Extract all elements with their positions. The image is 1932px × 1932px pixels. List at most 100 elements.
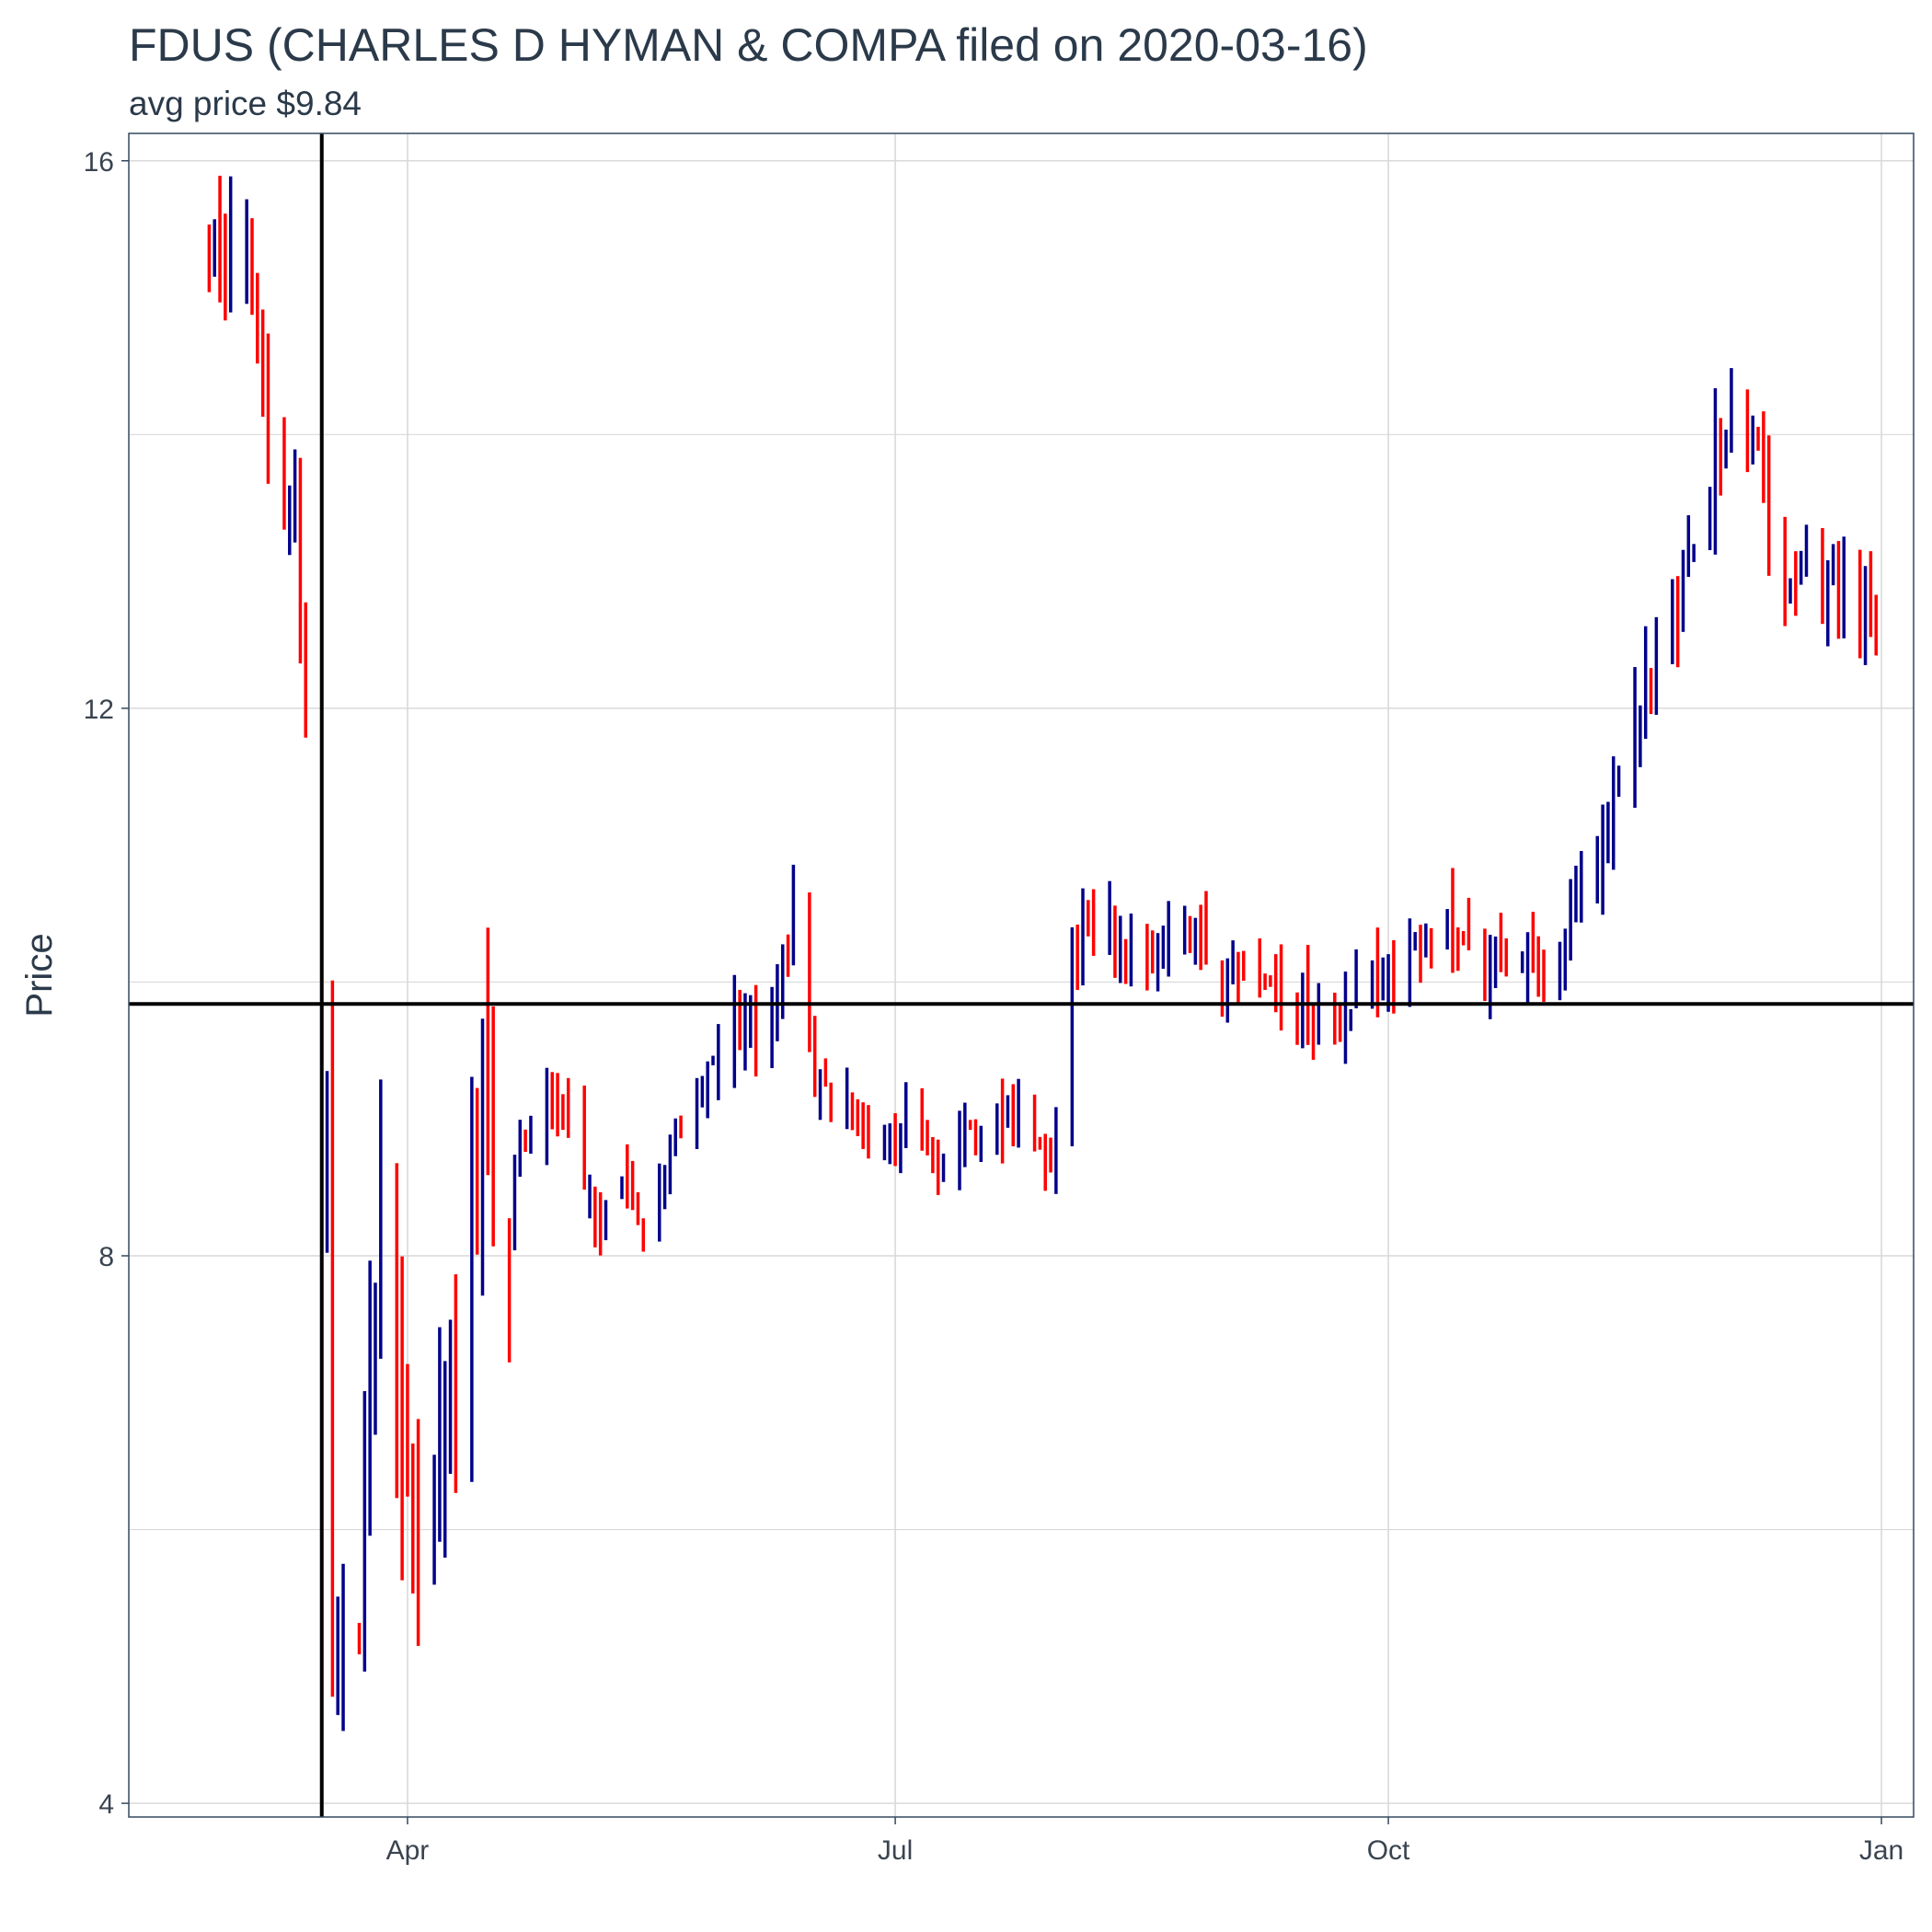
ohlc-bar	[867, 1105, 870, 1159]
ohlc-bar	[1408, 918, 1412, 1007]
ohlc-bar	[588, 1174, 592, 1219]
ohlc-bar	[1719, 418, 1723, 496]
ohlc-bar	[395, 1163, 399, 1499]
ohlc-bar	[903, 1082, 908, 1148]
ohlc-bar	[1333, 992, 1337, 1045]
ohlc-bar	[749, 995, 753, 1048]
y-tick-label: 16	[84, 147, 114, 178]
y-axis-title: Price	[19, 933, 60, 1017]
ohlc-bar	[1108, 880, 1111, 955]
ohlc-bar	[1788, 578, 1792, 604]
ohlc-bar	[454, 1274, 458, 1493]
ohlc-bar	[711, 1055, 715, 1065]
ohlc-bar	[963, 1102, 967, 1167]
ohlc-bar	[1499, 913, 1503, 972]
ohlc-bar	[1000, 1078, 1005, 1164]
ohlc-bar	[432, 1455, 436, 1585]
ohlc-bar	[266, 333, 270, 484]
ohlc-bar	[1504, 937, 1508, 977]
ohlc-bar	[845, 1067, 849, 1130]
ohlc-bar	[1756, 426, 1760, 451]
ohlc-bar	[486, 927, 490, 1176]
ohlc-bar	[448, 1319, 453, 1474]
ohlc-bar	[808, 892, 811, 1052]
ohlc-bar	[1273, 954, 1278, 1013]
ohlc-bar	[1317, 983, 1321, 1045]
ohlc-bar	[753, 984, 758, 1077]
ohlc-bar	[1461, 931, 1466, 946]
ohlc-bar	[1354, 949, 1358, 1008]
ohlc-bar	[1612, 756, 1616, 870]
ohlc-bar	[888, 1123, 892, 1165]
ohlc-bar	[1091, 889, 1096, 956]
ohlc-bar	[1445, 909, 1449, 950]
ohlc-bar	[717, 1024, 720, 1100]
ohlc-bar	[626, 1144, 629, 1209]
x-axis: Apr Jul Oct Jan	[386, 1817, 1903, 1866]
ohlc-bar	[298, 457, 303, 664]
ohlc-bar	[936, 1139, 940, 1195]
ohlc-bar	[1049, 1137, 1052, 1173]
ohlc-bar	[1654, 616, 1659, 715]
ohlc-bar	[1826, 559, 1830, 647]
ohlc-bar	[362, 1391, 367, 1672]
ohlc-bar	[1643, 626, 1648, 740]
ohlc-bar	[368, 1260, 372, 1536]
ohlc-bar	[213, 219, 216, 277]
ohlc-bar	[1150, 930, 1155, 974]
ohlc-bar	[1269, 975, 1272, 987]
ohlc-bar	[926, 1120, 929, 1156]
ohlc-bar	[781, 944, 785, 1019]
ohlc-bar	[1649, 668, 1653, 715]
ohlc-bar	[1311, 1003, 1316, 1060]
y-tick-label: 8	[98, 1242, 114, 1272]
price-bars	[207, 176, 1878, 1731]
ohlc-bar	[738, 989, 742, 1051]
ohlc-bar	[700, 1075, 705, 1108]
ohlc-bar	[561, 1094, 565, 1131]
ohlc-bar	[1220, 960, 1225, 1018]
ohlc-bar	[470, 1076, 474, 1482]
ohlc-bar	[379, 1079, 383, 1359]
ohlc-bar	[1863, 566, 1868, 665]
y-axis: 4 8 12 16	[84, 147, 129, 1820]
ohlc-bar	[224, 213, 227, 321]
ohlc-bar	[1011, 1084, 1016, 1146]
ohlc-bar	[1119, 915, 1122, 983]
ohlc-bar	[812, 1016, 817, 1098]
ohlc-bar	[695, 1077, 699, 1149]
x-tick-label: Apr	[386, 1835, 430, 1866]
ohlc-bar	[250, 218, 254, 316]
ohlc-bar	[679, 1115, 683, 1139]
ohlc-bar	[330, 980, 335, 1697]
ohlc-bar	[507, 1218, 512, 1363]
ohlc-bar	[411, 1443, 415, 1594]
ohlc-bar	[641, 1218, 646, 1252]
ohlc-bar	[1580, 851, 1583, 923]
ohlc-bar	[1730, 368, 1733, 454]
ohlc-bar	[207, 224, 212, 293]
ohlc-bar	[791, 864, 796, 966]
ohlc-bar	[1724, 429, 1728, 469]
ohlc-bar	[850, 1092, 855, 1131]
ohlc-bar	[1857, 549, 1862, 659]
ohlc-bar	[1193, 917, 1198, 965]
ohlc-bar	[1429, 927, 1433, 969]
plot-panel	[129, 133, 1914, 1817]
ohlc-bar	[1054, 1107, 1058, 1194]
ohlc-bar	[604, 1200, 608, 1241]
y-tick-label: 12	[84, 695, 114, 725]
ohlc-bar	[1258, 938, 1261, 998]
ohlc-bar	[1123, 938, 1128, 984]
ohlc-bar	[1836, 541, 1841, 639]
ohlc-bar	[1231, 940, 1235, 984]
ohlc-bar	[1713, 387, 1718, 555]
ohlc-bar	[1199, 904, 1202, 971]
ohlc-bar	[1161, 926, 1166, 969]
ohlc-bar	[550, 1072, 554, 1130]
ohlc-bar	[1392, 939, 1396, 1014]
ohlc-bar	[1424, 923, 1428, 958]
ohlc-bar	[1745, 389, 1750, 473]
ohlc-bar	[995, 1103, 999, 1156]
